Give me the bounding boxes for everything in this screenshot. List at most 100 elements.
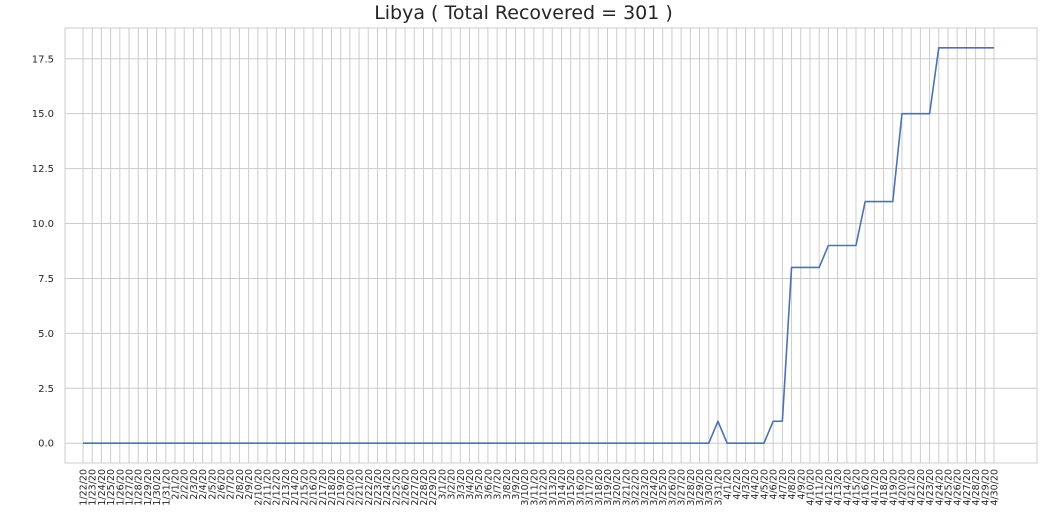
x-tick-label: 3/6/20 (483, 469, 494, 500)
chart-title: Libya ( Total Recovered = 301 ) (374, 2, 673, 24)
x-tick-label: 4/18/20 (879, 469, 890, 506)
x-tick-label: 4/28/20 (971, 469, 982, 506)
x-tick-label: 3/25/20 (658, 469, 669, 506)
y-tick-label: 5.0 (38, 329, 54, 340)
x-tick-label: 2/20/20 (345, 469, 356, 506)
x-tick-label: 3/10/20 (520, 469, 531, 506)
x-tick-label: 4/15/20 (851, 469, 862, 506)
x-tick-label: 3/28/20 (686, 469, 697, 506)
y-tick-label: 7.5 (38, 274, 54, 285)
x-tick-label: 2/1/20 (171, 469, 182, 500)
x-tick-label: 3/21/20 (621, 469, 632, 506)
x-tick-labels: 1/22/201/23/201/24/201/25/201/26/201/27/… (79, 469, 1001, 506)
x-tick-label: 2/28/20 (419, 469, 430, 506)
y-tick-label: 15.0 (32, 109, 54, 120)
x-tick-label: 3/27/20 (677, 469, 688, 506)
x-tick-label: 2/6/20 (217, 469, 228, 500)
x-tick-label: 3/29/20 (695, 469, 706, 506)
y-tick-label: 10.0 (32, 219, 54, 230)
x-tick-label: 4/24/20 (934, 469, 945, 506)
x-tick-label: 4/13/20 (833, 469, 844, 506)
x-tick-label: 2/10/20 (253, 469, 264, 506)
x-tick-label: 1/24/20 (97, 469, 108, 506)
x-tick-label: 3/5/20 (474, 469, 485, 500)
x-tick-label: 2/13/20 (281, 469, 292, 506)
x-tick-label: 2/16/20 (309, 469, 320, 506)
x-tick-label: 2/5/20 (207, 469, 218, 500)
x-tick-label: 2/25/20 (391, 469, 402, 506)
x-tick-label: 3/18/20 (594, 469, 605, 506)
x-tick-label: 4/3/20 (741, 469, 752, 500)
x-tick-label: 3/20/20 (612, 469, 623, 506)
x-tick-label: 3/12/20 (539, 469, 550, 506)
x-tick-label: 1/28/20 (134, 469, 145, 506)
x-tick-label: 2/9/20 (244, 469, 255, 500)
x-tick-label: 3/26/20 (667, 469, 678, 506)
x-tick-label: 4/1/20 (723, 469, 734, 500)
x-tick-label: 2/11/20 (263, 469, 274, 506)
x-tick-label: 4/12/20 (824, 469, 835, 506)
y-tick-label: 0.0 (38, 439, 54, 450)
x-tick-label: 2/29/20 (428, 469, 439, 506)
x-tick-label: 3/7/20 (493, 469, 504, 500)
y-tick-label: 12.5 (32, 164, 54, 175)
x-tick-label: 3/8/20 (502, 469, 513, 500)
x-tick-label: 2/3/20 (189, 469, 200, 500)
x-tick-label: 2/21/20 (355, 469, 366, 506)
x-tick-label: 2/8/20 (235, 469, 246, 500)
x-tick-label: 3/30/20 (704, 469, 715, 506)
x-tick-label: 4/10/20 (805, 469, 816, 506)
x-tick-label: 2/15/20 (299, 469, 310, 506)
x-tick-label: 4/11/20 (815, 469, 826, 506)
x-tick-label: 1/31/20 (161, 469, 172, 506)
plot-frame (64, 27, 1038, 464)
y-tick-label: 2.5 (38, 384, 54, 395)
x-tick-label: 4/25/20 (943, 469, 954, 506)
x-tick-label: 1/29/20 (143, 469, 154, 506)
x-tick-label: 4/5/20 (759, 469, 770, 500)
x-tick-label: 4/8/20 (787, 469, 798, 500)
x-tick-label: 1/25/20 (106, 469, 117, 506)
x-tick-label: 3/15/20 (566, 469, 577, 506)
x-tick-label: 3/17/20 (585, 469, 596, 506)
x-tick-label: 4/2/20 (732, 469, 743, 500)
x-tick-label: 2/4/20 (198, 469, 209, 500)
x-tick-label: 2/12/20 (272, 469, 283, 506)
y-gridlines (65, 58, 1037, 444)
x-gridlines (82, 28, 995, 463)
x-tick-label: 2/19/20 (336, 469, 347, 506)
x-tick-label: 3/3/20 (456, 469, 467, 500)
x-tick-label: 4/20/20 (897, 469, 908, 506)
x-tick-label: 1/22/20 (79, 469, 90, 506)
series-line-recovered (83, 46, 994, 445)
x-tick-label: 4/9/20 (796, 469, 807, 500)
x-tick-label: 4/17/20 (870, 469, 881, 506)
x-tick-label: 3/11/20 (529, 469, 540, 506)
x-tick-label: 3/22/20 (631, 469, 642, 506)
x-tick-label: 3/13/20 (548, 469, 559, 506)
x-tick-label: 3/9/20 (511, 469, 522, 500)
x-tick-label: 3/23/20 (640, 469, 651, 506)
x-tick-label: 4/30/20 (990, 469, 1001, 506)
x-tick-label: 1/26/20 (115, 469, 126, 506)
x-tick-label: 3/16/20 (575, 469, 586, 506)
x-tick-label: 3/24/20 (649, 469, 660, 506)
x-tick-label: 4/6/20 (769, 469, 780, 500)
x-tick-label: 2/24/20 (382, 469, 393, 506)
x-tick-label: 4/4/20 (750, 469, 761, 500)
x-tick-label: 2/27/20 (410, 469, 421, 506)
x-tick-label: 4/14/20 (842, 469, 853, 506)
x-tick-label: 4/19/20 (888, 469, 899, 506)
x-tick-label: 3/4/20 (465, 469, 476, 500)
x-tick-label: 2/14/20 (290, 469, 301, 506)
x-tick-label: 2/26/20 (401, 469, 412, 506)
x-tick-label: 4/23/20 (925, 469, 936, 506)
x-tick-label: 4/29/20 (980, 469, 991, 506)
x-tick-label: 2/18/20 (327, 469, 338, 506)
x-tick-label: 2/2/20 (180, 469, 191, 500)
x-tick-label: 1/30/20 (152, 469, 163, 506)
x-tick-label: 1/27/20 (125, 469, 136, 506)
x-tick-label: 3/1/20 (437, 469, 448, 500)
x-tick-label: 4/26/20 (953, 469, 964, 506)
